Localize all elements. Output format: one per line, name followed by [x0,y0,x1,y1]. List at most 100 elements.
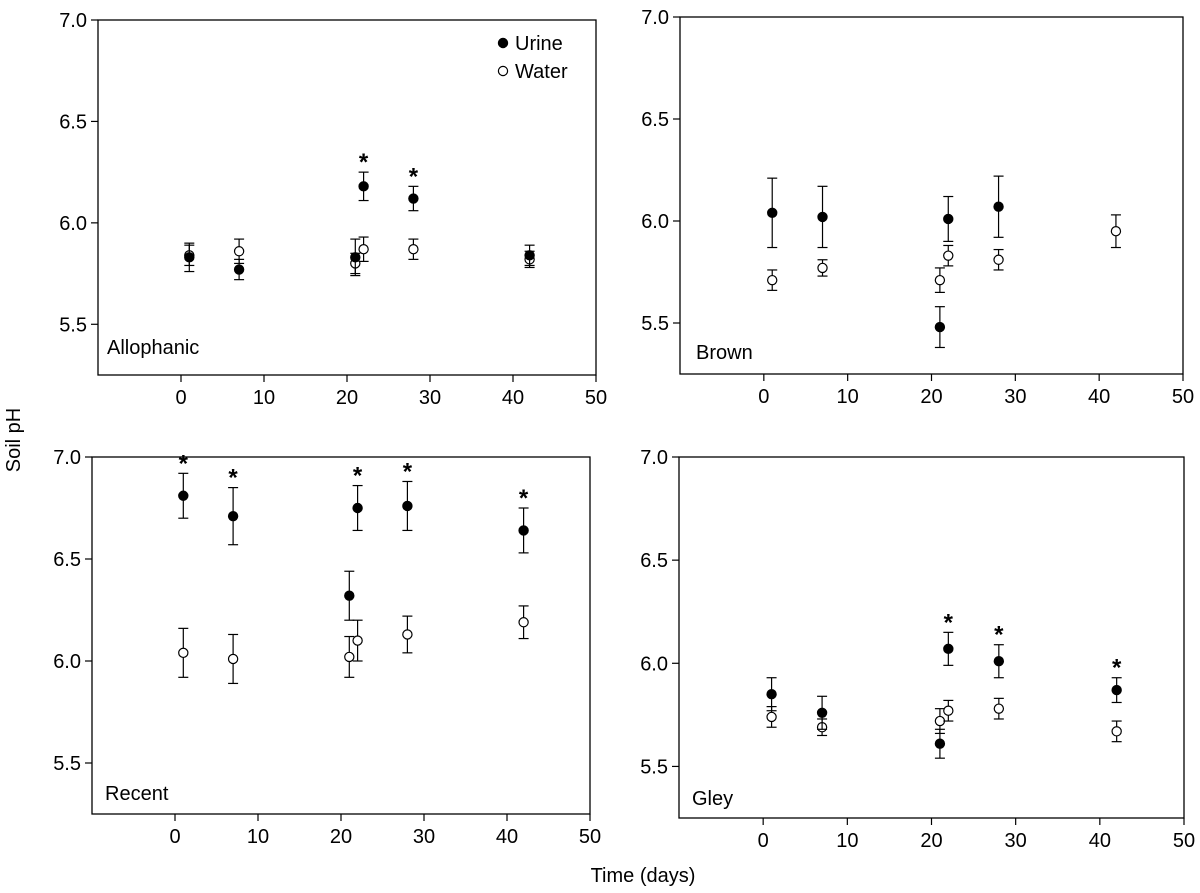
urine-point [943,643,954,655]
x-tick-label: 50 [585,387,607,409]
x-tick-label: 30 [413,826,435,848]
urine-point [352,502,363,514]
panel-label: Brown [696,342,753,364]
urine-point [993,201,1004,212]
x-tick-label: 40 [502,387,524,409]
significance-mark: * [1112,655,1122,682]
significance-mark: * [228,465,238,492]
panel-label: Allophanic [107,337,199,359]
urine-point [227,510,239,522]
urine-point [524,250,535,261]
y-tick-label: 6.5 [640,550,668,572]
y-tick-label: 6.5 [641,109,669,131]
water-point [766,711,777,723]
significance-mark: * [179,450,189,477]
panel-label: Gley [692,788,733,810]
urine-point [993,656,1005,667]
x-tick-label: 0 [175,387,186,409]
urine-point [350,252,361,263]
x-tick-label: 40 [1089,830,1111,852]
chart-panel-gley: 0 10 20 30 40 50 5.5 6.0 6.5 7.0 Gley * * * [640,447,1195,852]
x-tick-label: 30 [1005,830,1027,852]
legend-label: Urine [515,33,563,55]
y-tick-label: 5.5 [59,314,87,336]
urine-point [767,207,778,219]
significance-mark: * [353,463,363,490]
water-point [943,705,954,716]
x-tick-label: 30 [419,387,441,409]
x-tick-label: 20 [920,830,942,852]
significance-mark: * [403,458,413,485]
water-point [943,250,954,261]
y-tick-label: 6.0 [59,213,87,235]
y-tick-label: 6.0 [53,651,81,673]
y-tick-label: 6.0 [640,653,668,675]
urine-point [934,321,946,333]
y-tick-label: 7.0 [53,447,81,469]
urine-point [344,590,355,601]
y-tick-label: 7.0 [640,447,668,469]
x-tick-label: 0 [169,826,180,848]
x-tick-label: 50 [1172,386,1194,408]
water-point [402,629,413,640]
x-tick-label: 50 [579,826,601,848]
x-tick-label: 20 [330,826,352,848]
y-tick-label: 5.5 [53,753,81,775]
urine-point [518,525,529,536]
y-tick-label: 7.0 [641,7,669,29]
x-tick-label: 0 [758,386,769,408]
x-tick-label: 30 [1004,386,1026,408]
y-tick-label: 7.0 [59,10,87,32]
urine-point [178,490,189,501]
water-point [518,617,529,628]
chart-panel-recent: 0 10 20 30 40 50 5.5 6.0 6.5 7.0 Recent * * * * * [53,447,601,848]
urine-point [1111,684,1122,696]
urine-point [766,689,777,700]
water-point [1110,225,1122,237]
x-tick-label: 20 [920,386,942,408]
x-tick-label: 0 [758,830,769,852]
x-tick-label: 40 [1088,386,1110,408]
water-point [233,246,245,257]
chart-panel-allophanic: 0 10 20 30 40 50 5.5 6.0 6.5 7.0 Allophanic * * Urine… [59,10,607,409]
legend-marker [497,65,509,77]
y-tick-label: 6.5 [53,549,81,571]
x-tick-label: 10 [837,386,859,408]
water-point [767,274,778,286]
plot-frame [679,16,1184,375]
x-tick-label: 10 [836,830,858,852]
water-point [1111,726,1122,737]
urine-point [408,193,419,204]
urine-point [817,211,828,223]
chart-panel-brown: 0 10 20 30 40 50 5.5 6.0 6.5 7.0 Brown [641,7,1194,408]
water-point [352,635,363,646]
x-tick-label: 10 [247,826,269,848]
y-tick-label: 5.5 [641,313,669,335]
water-point [934,715,946,727]
panels: 0 10 20 30 40 50 5.5 6.0 6.5 7.0 Allophanic * * Urine… [53,7,1195,852]
urine-point [358,181,369,192]
water-point [993,254,1004,265]
significance-mark: * [519,485,529,512]
plot-frame [678,456,1185,819]
y-tick-label: 6.0 [641,211,669,233]
urine-point [402,500,413,512]
urine-point [816,707,828,718]
x-tick-label: 10 [253,387,275,409]
legend-label: Water [515,61,568,83]
water-point [934,274,946,286]
legend-marker [497,37,509,49]
water-point [993,703,1005,714]
significance-mark: * [359,149,369,176]
x-tick-label: 20 [336,387,358,409]
significance-mark: * [944,609,954,636]
water-point [227,653,239,665]
water-point [344,651,355,663]
y-tick-label: 6.5 [59,111,87,133]
y-axis-title: Soil pH [3,408,25,472]
x-axis-title: Time (days) [591,865,696,887]
urine-point [934,738,946,749]
y-tick-label: 5.5 [640,756,668,778]
significance-mark: * [409,163,419,190]
